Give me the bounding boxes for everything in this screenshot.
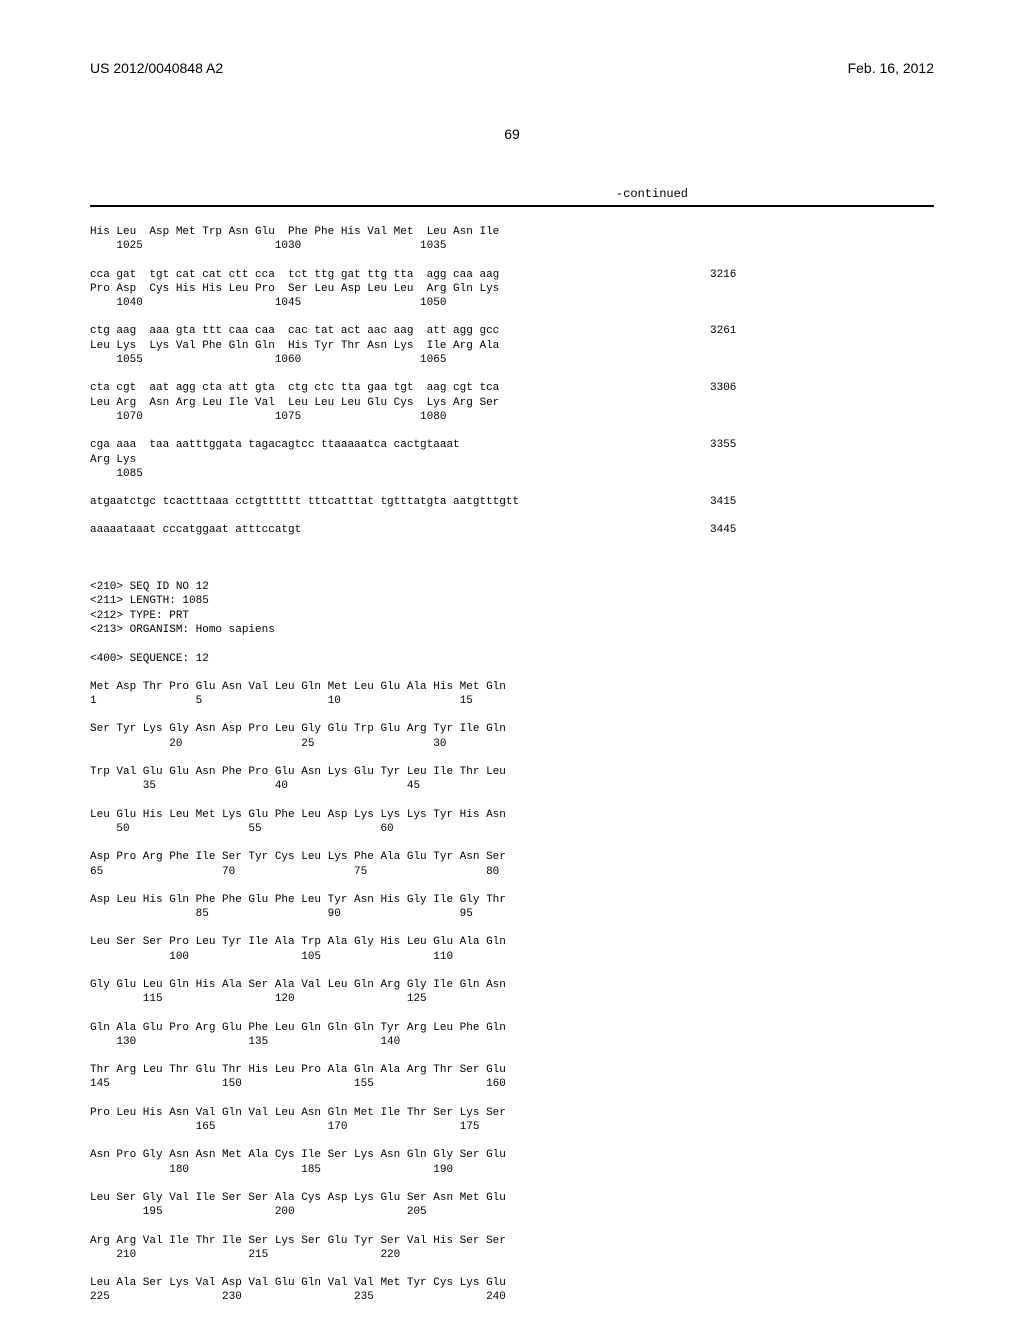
protein-sequence-block: Met Asp Thr Pro Glu Asn Val Leu Gln Met … — [90, 680, 934, 1319]
header-right: Feb. 16, 2012 — [848, 60, 934, 76]
sequence-block-1: His Leu Asp Met Trp Asn Glu Phe Phe His … — [90, 225, 934, 552]
page-number: 69 — [90, 126, 934, 142]
seq-hdr-3: <212> TYPE: PRT — [90, 610, 189, 622]
seq-hdr-1: <210> SEQ ID NO 12 — [90, 581, 209, 593]
seq-hdr-4: <213> ORGANISM: Homo sapiens — [90, 624, 275, 636]
continued-label: -continued — [90, 187, 934, 201]
header-left: US 2012/0040848 A2 — [90, 60, 223, 76]
page-container: US 2012/0040848 A2 Feb. 16, 2012 69 -con… — [0, 0, 1024, 1320]
seq-hdr-2: <211> LENGTH: 1085 — [90, 595, 209, 607]
divider-top — [90, 205, 934, 207]
sequence-header: <210> SEQ ID NO 12 <211> LENGTH: 1085 <2… — [90, 566, 934, 666]
page-header: US 2012/0040848 A2 Feb. 16, 2012 — [90, 60, 934, 76]
seq-hdr-5: <400> SEQUENCE: 12 — [90, 653, 209, 665]
